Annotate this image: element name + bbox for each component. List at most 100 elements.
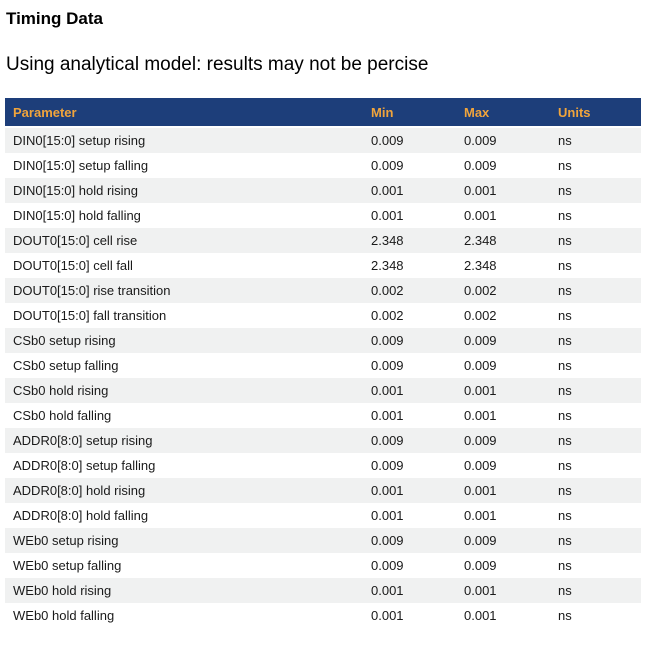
cell-parameter: DOUT0[15:0] cell fall (5, 253, 363, 278)
cell-min: 0.009 (363, 453, 456, 478)
cell-parameter: DIN0[15:0] setup rising (5, 127, 363, 153)
table-row: DIN0[15:0] hold rising 0.001 0.001 ns (5, 178, 641, 203)
cell-min: 0.001 (363, 603, 456, 628)
cell-units: ns (550, 603, 641, 628)
header-row: Parameter Min Max Units (5, 98, 641, 128)
cell-min: 0.002 (363, 278, 456, 303)
cell-units: ns (550, 278, 641, 303)
cell-max: 0.009 (456, 428, 550, 453)
cell-min: 0.009 (363, 428, 456, 453)
cell-parameter: ADDR0[8:0] setup falling (5, 453, 363, 478)
cell-max: 0.001 (456, 478, 550, 503)
cell-units: ns (550, 127, 641, 153)
table-row: ADDR0[8:0] hold falling 0.001 0.001 ns (5, 503, 641, 528)
cell-parameter: DOUT0[15:0] cell rise (5, 228, 363, 253)
cell-units: ns (550, 153, 641, 178)
cell-min: 0.009 (363, 153, 456, 178)
cell-units: ns (550, 303, 641, 328)
table-row: DIN0[15:0] setup rising 0.009 0.009 ns (5, 127, 641, 153)
cell-units: ns (550, 578, 641, 603)
cell-parameter: WEb0 setup falling (5, 553, 363, 578)
cell-max: 0.009 (456, 528, 550, 553)
table-row: WEb0 setup falling 0.009 0.009 ns (5, 553, 641, 578)
cell-min: 0.001 (363, 403, 456, 428)
cell-min: 0.009 (363, 553, 456, 578)
cell-max: 0.009 (456, 453, 550, 478)
table-row: WEb0 hold falling 0.001 0.001 ns (5, 603, 641, 628)
cell-units: ns (550, 428, 641, 453)
cell-min: 2.348 (363, 228, 456, 253)
cell-units: ns (550, 378, 641, 403)
cell-units: ns (550, 403, 641, 428)
cell-parameter: ADDR0[8:0] hold falling (5, 503, 363, 528)
cell-units: ns (550, 478, 641, 503)
cell-min: 0.009 (363, 353, 456, 378)
table-row: CSb0 hold rising 0.001 0.001 ns (5, 378, 641, 403)
table-row: ADDR0[8:0] hold rising 0.001 0.001 ns (5, 478, 641, 503)
table-row: DOUT0[15:0] rise transition 0.002 0.002 ns (5, 278, 641, 303)
cell-parameter: CSb0 setup rising (5, 328, 363, 353)
table-row: ADDR0[8:0] setup falling 0.009 0.009 ns (5, 453, 641, 478)
cell-max: 0.009 (456, 553, 550, 578)
cell-max: 0.009 (456, 328, 550, 353)
table-row: CSb0 setup rising 0.009 0.009 ns (5, 328, 641, 353)
cell-min: 0.001 (363, 478, 456, 503)
cell-parameter: CSb0 hold rising (5, 378, 363, 403)
cell-max: 0.001 (456, 378, 550, 403)
cell-max: 0.009 (456, 153, 550, 178)
cell-min: 0.001 (363, 178, 456, 203)
table-row: WEb0 setup rising 0.009 0.009 ns (5, 528, 641, 553)
column-header-max: Max (456, 98, 550, 128)
cell-units: ns (550, 253, 641, 278)
cell-units: ns (550, 228, 641, 253)
cell-min: 0.009 (363, 328, 456, 353)
cell-max: 2.348 (456, 253, 550, 278)
table-row: CSb0 setup falling 0.009 0.009 ns (5, 353, 641, 378)
page-title: Timing Data (6, 9, 103, 28)
page-subtitle: Using analytical model: results may not … (6, 54, 429, 75)
cell-min: 2.348 (363, 253, 456, 278)
column-header-min: Min (363, 98, 456, 128)
cell-parameter: ADDR0[8:0] setup rising (5, 428, 363, 453)
cell-max: 0.009 (456, 353, 550, 378)
cell-parameter: DIN0[15:0] hold falling (5, 203, 363, 228)
timing-table: Parameter Min Max Units DIN0[15:0] setup… (5, 98, 641, 628)
cell-max: 0.009 (456, 127, 550, 153)
cell-max: 0.001 (456, 503, 550, 528)
table-row: DIN0[15:0] setup falling 0.009 0.009 ns (5, 153, 641, 178)
cell-units: ns (550, 453, 641, 478)
cell-min: 0.001 (363, 378, 456, 403)
timing-table-header: Parameter Min Max Units (5, 98, 641, 128)
table-row: DOUT0[15:0] cell rise 2.348 2.348 ns (5, 228, 641, 253)
cell-parameter: WEb0 hold rising (5, 578, 363, 603)
table-row: WEb0 hold rising 0.001 0.001 ns (5, 578, 641, 603)
table-row: DOUT0[15:0] cell fall 2.348 2.348 ns (5, 253, 641, 278)
cell-min: 0.002 (363, 303, 456, 328)
cell-max: 0.001 (456, 578, 550, 603)
cell-parameter: DOUT0[15:0] rise transition (5, 278, 363, 303)
cell-max: 0.001 (456, 178, 550, 203)
table-row: DOUT0[15:0] fall transition 0.002 0.002 ns (5, 303, 641, 328)
cell-min: 0.001 (363, 503, 456, 528)
cell-units: ns (550, 353, 641, 378)
column-header-parameter: Parameter (5, 98, 363, 128)
cell-parameter: ADDR0[8:0] hold rising (5, 478, 363, 503)
cell-parameter: CSb0 hold falling (5, 403, 363, 428)
cell-max: 2.348 (456, 228, 550, 253)
cell-parameter: DOUT0[15:0] fall transition (5, 303, 363, 328)
cell-parameter: WEb0 hold falling (5, 603, 363, 628)
table-row: CSb0 hold falling 0.001 0.001 ns (5, 403, 641, 428)
timing-table-body: DIN0[15:0] setup rising 0.009 0.009 ns DIN0[… (5, 127, 641, 628)
cell-max: 0.001 (456, 603, 550, 628)
cell-min: 0.001 (363, 578, 456, 603)
table-row: ADDR0[8:0] setup rising 0.009 0.009 ns (5, 428, 641, 453)
cell-units: ns (550, 503, 641, 528)
cell-max: 0.002 (456, 278, 550, 303)
cell-units: ns (550, 203, 641, 228)
cell-units: ns (550, 328, 641, 353)
cell-units: ns (550, 528, 641, 553)
cell-parameter: CSb0 setup falling (5, 353, 363, 378)
cell-min: 0.001 (363, 203, 456, 228)
cell-max: 0.001 (456, 403, 550, 428)
cell-max: 0.001 (456, 203, 550, 228)
